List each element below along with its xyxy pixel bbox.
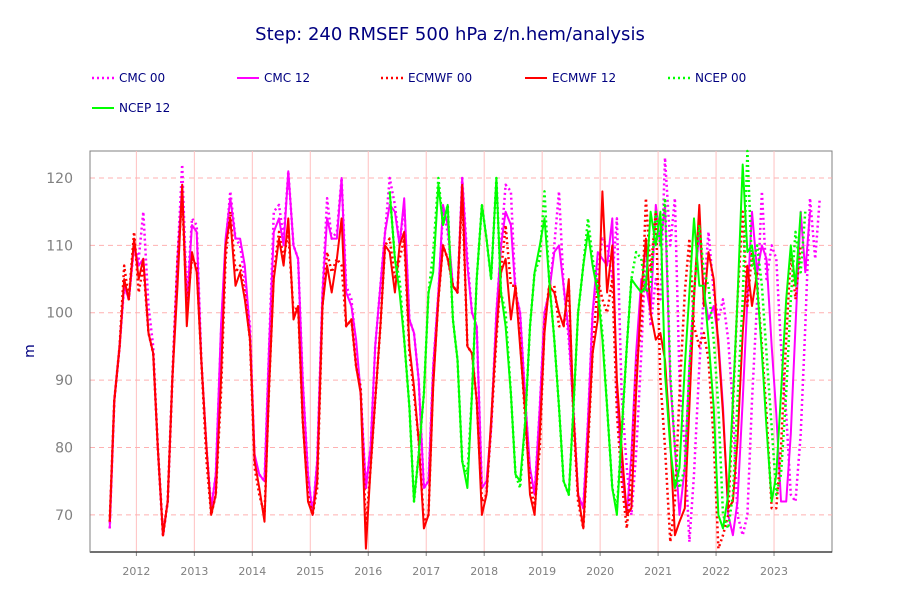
legend-item: NCEP 00 xyxy=(668,71,746,85)
legend-label: CMC 12 xyxy=(264,71,310,85)
x-tick-label: 2021 xyxy=(644,565,672,578)
legend-label: NCEP 00 xyxy=(695,71,746,85)
x-tick-label: 2019 xyxy=(528,565,556,578)
y-tick-label: 110 xyxy=(46,238,73,254)
x-tick-label: 2022 xyxy=(702,565,730,578)
x-tick-label: 2015 xyxy=(296,565,324,578)
plot-area: 2012 2013 2014 2015 2016 2017 2018 2019 2020 2021… xyxy=(46,149,833,578)
legend-label: ECMWF 12 xyxy=(552,71,616,85)
legend: CMC 00 CMC 12 ECMWF 00 ECMWF 12 NCEP 00 NCEP … xyxy=(92,71,746,115)
y-axis-label: m xyxy=(22,344,38,358)
legend-item: CMC 12 xyxy=(237,71,310,85)
y-tick-label: 120 xyxy=(46,171,73,187)
legend-label: ECMWF 00 xyxy=(408,71,472,85)
x-tick-label: 2013 xyxy=(180,565,208,578)
series-line xyxy=(388,149,807,530)
chart-title: Step: 240 RMSEF 500 hPa z/n.hem/analysis xyxy=(255,24,645,45)
y-tick-label: 70 xyxy=(55,508,73,524)
x-tick-label: 2018 xyxy=(470,565,498,578)
y-tick-label: 100 xyxy=(46,306,73,322)
x-tick-label: 2016 xyxy=(354,565,382,578)
x-tick-label: 2014 xyxy=(238,565,266,578)
series-ncep-12 xyxy=(388,163,802,530)
series-ecmwf-12 xyxy=(108,183,759,550)
legend-item: CMC 00 xyxy=(92,71,165,85)
legend-label: CMC 00 xyxy=(119,71,165,85)
series-line xyxy=(108,183,759,550)
legend-item: NCEP 12 xyxy=(92,101,170,115)
x-tick-label: 2023 xyxy=(760,565,788,578)
x-tick-label: 2012 xyxy=(122,565,150,578)
legend-item: ECMWF 12 xyxy=(525,71,616,85)
x-tick-label: 2017 xyxy=(412,565,440,578)
series-line xyxy=(388,163,802,530)
legend-label: NCEP 12 xyxy=(119,101,170,115)
y-tick-label: 90 xyxy=(55,373,73,389)
x-tick-label: 2020 xyxy=(586,565,614,578)
legend-item: ECMWF 00 xyxy=(381,71,472,85)
y-tick-label: 80 xyxy=(55,441,73,457)
series-ncep-00 xyxy=(388,149,807,530)
